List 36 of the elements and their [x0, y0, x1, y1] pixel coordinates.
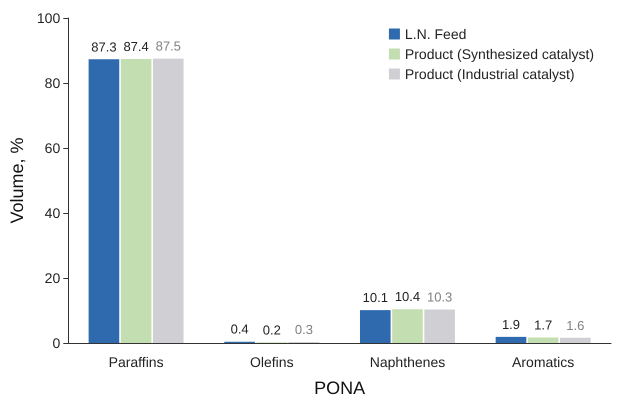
- y-tick-label: 100: [36, 10, 60, 26]
- data-label: 10.3: [426, 290, 452, 305]
- bar: [360, 310, 391, 343]
- y-axis-title: Volume, %: [7, 137, 27, 224]
- bar: [496, 336, 526, 343]
- legend-label: Product (Synthesized catalyst): [404, 46, 594, 62]
- bar: [528, 337, 558, 343]
- data-label: 10.1: [362, 290, 388, 306]
- data-label: 87.4: [123, 38, 149, 54]
- bar: [560, 338, 591, 343]
- x-tick-label: Naphthenes: [370, 354, 446, 370]
- y-tick-label: 20: [44, 270, 60, 286]
- bar: [152, 58, 184, 343]
- y-tick-label: 40: [44, 205, 60, 221]
- x-axis-title: PONA: [314, 378, 366, 398]
- data-label: 0.3: [294, 322, 313, 338]
- data-label: 0.4: [230, 322, 249, 337]
- legend-label: Product (Industrial catalyst): [404, 66, 575, 82]
- x-tick-label: Aromatics: [512, 354, 574, 370]
- y-tick-label: 60: [44, 140, 60, 156]
- data-label: 10.4: [394, 289, 420, 304]
- legend-label: L.N. Feed: [404, 26, 466, 42]
- x-tick-label: Olefins: [250, 354, 294, 370]
- data-label: 1.6: [566, 318, 584, 333]
- data-label: 1.7: [534, 317, 552, 332]
- bar: [392, 309, 423, 343]
- data-label: 0.2: [262, 322, 281, 338]
- bar: [120, 58, 152, 343]
- x-tick-label: Paraffins: [108, 354, 164, 370]
- y-tick-label: 80: [44, 75, 60, 91]
- bar: [88, 59, 120, 343]
- bar: [424, 310, 455, 343]
- y-tick-label: 0: [52, 335, 60, 351]
- data-label: 1.9: [502, 316, 520, 332]
- data-label: 87.5: [156, 38, 181, 54]
- data-label: 87.3: [91, 39, 117, 54]
